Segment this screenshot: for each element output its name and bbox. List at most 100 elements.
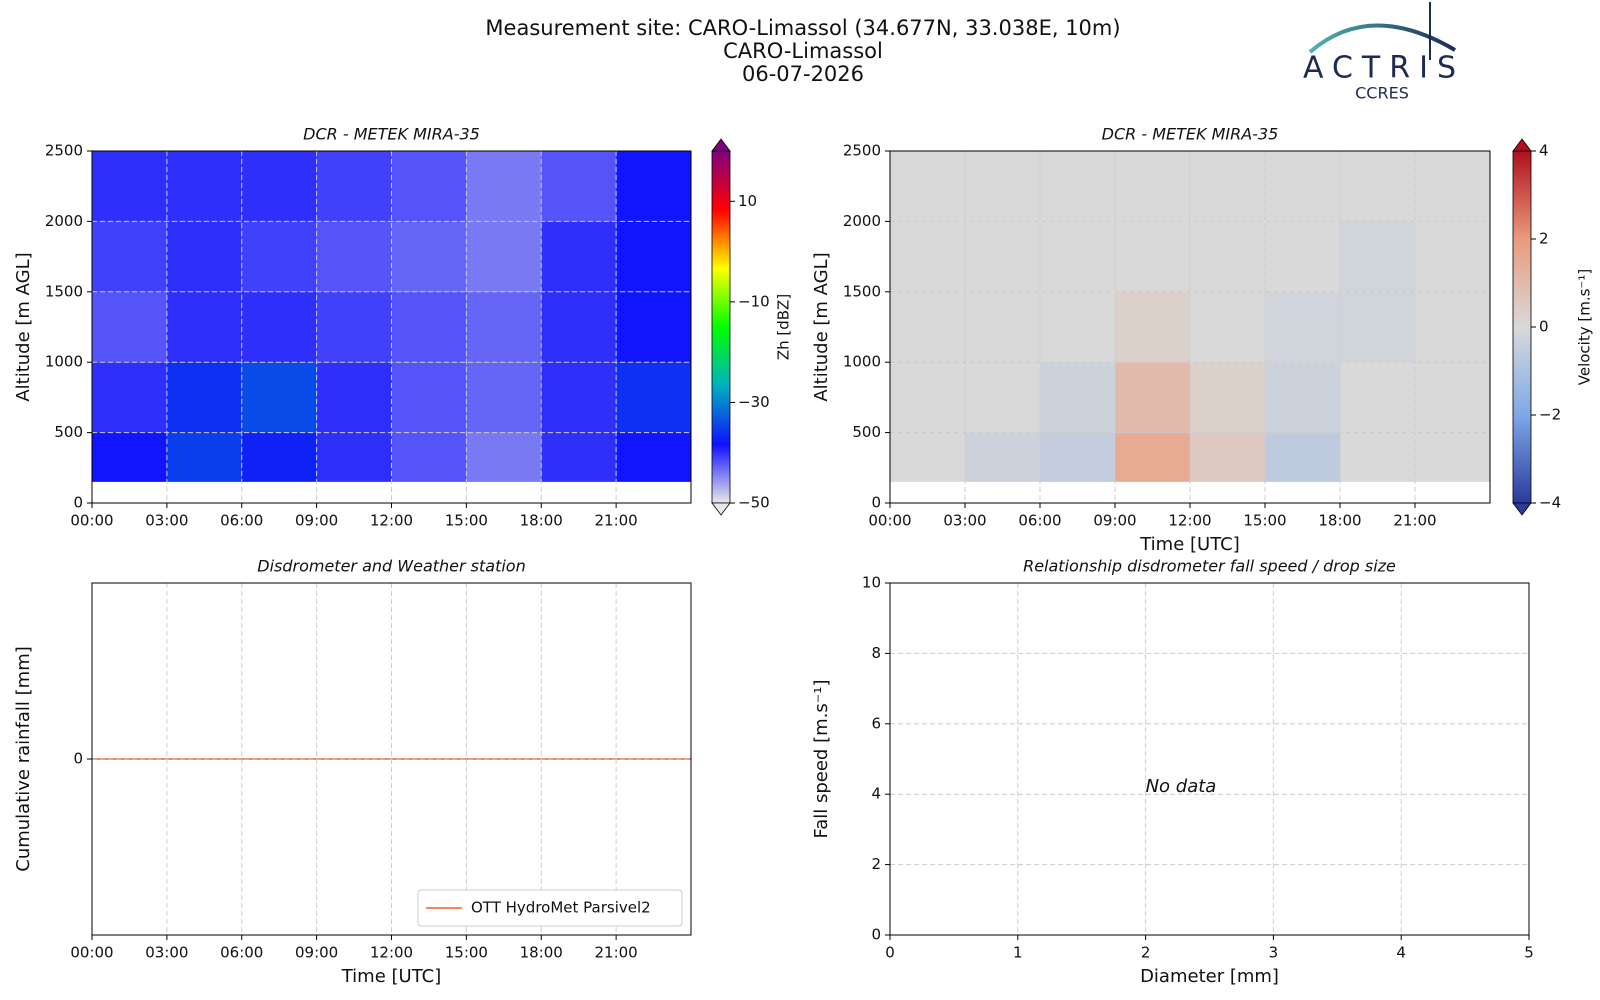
x-tick-label: 2 — [1141, 944, 1151, 962]
y-tick-label: 1500 — [45, 282, 83, 300]
heatmap-cell — [965, 151, 1040, 222]
heatmap-cell — [92, 362, 167, 433]
colorbar-tick-label: 0 — [1539, 318, 1549, 336]
x-tick-label: 03:00 — [145, 512, 188, 530]
heatmap-cell — [1415, 291, 1490, 363]
colorbar-extend — [1512, 138, 1532, 152]
heatmap-cell — [616, 151, 691, 222]
heatmap-cell — [541, 432, 617, 482]
y-axis-label: Altitude [m AGL] — [13, 252, 34, 401]
y-tick-label: 2500 — [843, 142, 881, 160]
x-axis-label: Time [UTC] — [1139, 534, 1240, 555]
heatmap-cell — [965, 432, 1040, 482]
x-tick-label: 18:00 — [1318, 512, 1361, 530]
heatmap-cell — [965, 291, 1040, 363]
heatmap-cell — [316, 362, 392, 433]
header-line: 06-07-2026 — [742, 62, 864, 86]
y-tick-label: 0 — [73, 494, 83, 512]
heatmap-cell — [1040, 151, 1115, 222]
heatmap-cell — [1265, 291, 1340, 363]
heatmap-cell — [541, 291, 617, 363]
chart-panel: DCR - METEK MIRA-35 00:00 03:00 06:00 09:00 1… — [811, 125, 1594, 556]
heatmap-cell — [1115, 221, 1190, 292]
x-tick-label: 15:00 — [1243, 512, 1286, 530]
chart-panel: DCR - METEK MIRA-35 00:00 03:00 06:00 09:00 1… — [13, 125, 793, 530]
heatmap-cell — [1040, 291, 1115, 363]
x-tick-label: 09:00 — [295, 944, 338, 962]
heatmap-cell — [1265, 151, 1340, 222]
panel-title: DCR - METEK MIRA-35 — [303, 125, 480, 144]
x-tick-label: 09:00 — [1093, 512, 1136, 530]
y-axis-label: Fall speed [m.s⁻¹] — [811, 680, 832, 839]
x-axis-label: Diameter [mm] — [1140, 966, 1279, 987]
header-line: Measurement site: CARO-Limassol (34.677N… — [485, 16, 1120, 40]
heatmap-cell — [1340, 432, 1415, 482]
heatmap-cell — [241, 362, 317, 433]
panel-title: Relationship disdrometer fall speed / dr… — [1023, 557, 1396, 576]
x-tick-label: 00:00 — [868, 512, 911, 530]
heatmap-cell — [890, 432, 965, 482]
y-tick-label: 2 — [871, 855, 881, 873]
x-tick-label: 12:00 — [370, 512, 413, 530]
heatmap-cell — [1115, 291, 1190, 363]
heatmap-cell — [1115, 432, 1190, 482]
heatmap-cell — [616, 362, 691, 433]
heatmap-cell — [890, 221, 965, 292]
x-tick-label: 21:00 — [1393, 512, 1436, 530]
colorbar-extend — [1512, 502, 1532, 516]
heatmap-cell — [1115, 362, 1190, 433]
heatmap-cell — [92, 291, 167, 363]
y-axis-label: Altitude [m AGL] — [811, 252, 832, 401]
heatmap-cell — [1190, 291, 1265, 363]
heatmap-cell — [316, 291, 392, 363]
heatmap-cell — [965, 362, 1040, 433]
x-tick-label: 00:00 — [70, 512, 113, 530]
y-tick-label: 0 — [73, 750, 83, 768]
heatmap-cell — [1115, 151, 1190, 222]
x-tick-label: 21:00 — [595, 512, 638, 530]
heatmap-cell — [241, 291, 317, 363]
colorbar-label: Zh [dBZ] — [775, 294, 793, 360]
heatmap-cell — [890, 362, 965, 433]
heatmap-cell — [316, 151, 392, 222]
heatmap-cell — [541, 151, 617, 222]
heatmap-cell — [391, 432, 467, 482]
heatmap-cell — [92, 432, 167, 482]
heatmap-cell — [316, 221, 392, 292]
x-tick-label: 4 — [1396, 944, 1406, 962]
x-tick-label: 18:00 — [520, 944, 563, 962]
heatmap-cell — [1415, 221, 1490, 292]
x-tick-label: 5 — [1524, 944, 1534, 962]
legend-box — [417, 889, 683, 927]
x-tick-label: 15:00 — [445, 512, 488, 530]
plot-area — [890, 583, 1529, 935]
y-tick-label: 6 — [871, 714, 881, 732]
plot-frame — [889, 150, 1491, 504]
colorbar-tick-label: −2 — [1539, 406, 1561, 424]
colorbar-tick-label: 4 — [1539, 142, 1549, 160]
heatmap-cell — [1340, 151, 1415, 222]
heatmap-cell — [241, 151, 317, 222]
logo-text: ACTRIS — [1303, 51, 1465, 86]
logo-arc — [1308, 23, 1457, 54]
heatmap-cell — [890, 291, 965, 363]
heatmap-cell — [1340, 221, 1415, 292]
heatmap-cell — [616, 432, 691, 482]
x-tick-label: 06:00 — [220, 512, 263, 530]
heatmap-cell — [166, 432, 242, 482]
y-tick-label: 0 — [871, 926, 881, 944]
colorbar — [1512, 150, 1532, 504]
y-tick-label: 4 — [871, 785, 881, 803]
legend-label: OTT HydroMet Parsivel2 — [471, 899, 651, 917]
heatmap-cell — [1040, 362, 1115, 433]
colorbar — [711, 150, 731, 504]
x-tick-label: 00:00 — [70, 944, 113, 962]
colorbar-tick-label: 2 — [1539, 230, 1549, 248]
heatmap-cell — [92, 221, 167, 292]
x-tick-label: 06:00 — [220, 944, 263, 962]
y-tick-label: 10 — [862, 574, 881, 592]
plot-frame — [889, 582, 1530, 936]
x-tick-label: 3 — [1269, 944, 1279, 962]
heatmap-cell — [1415, 151, 1490, 222]
